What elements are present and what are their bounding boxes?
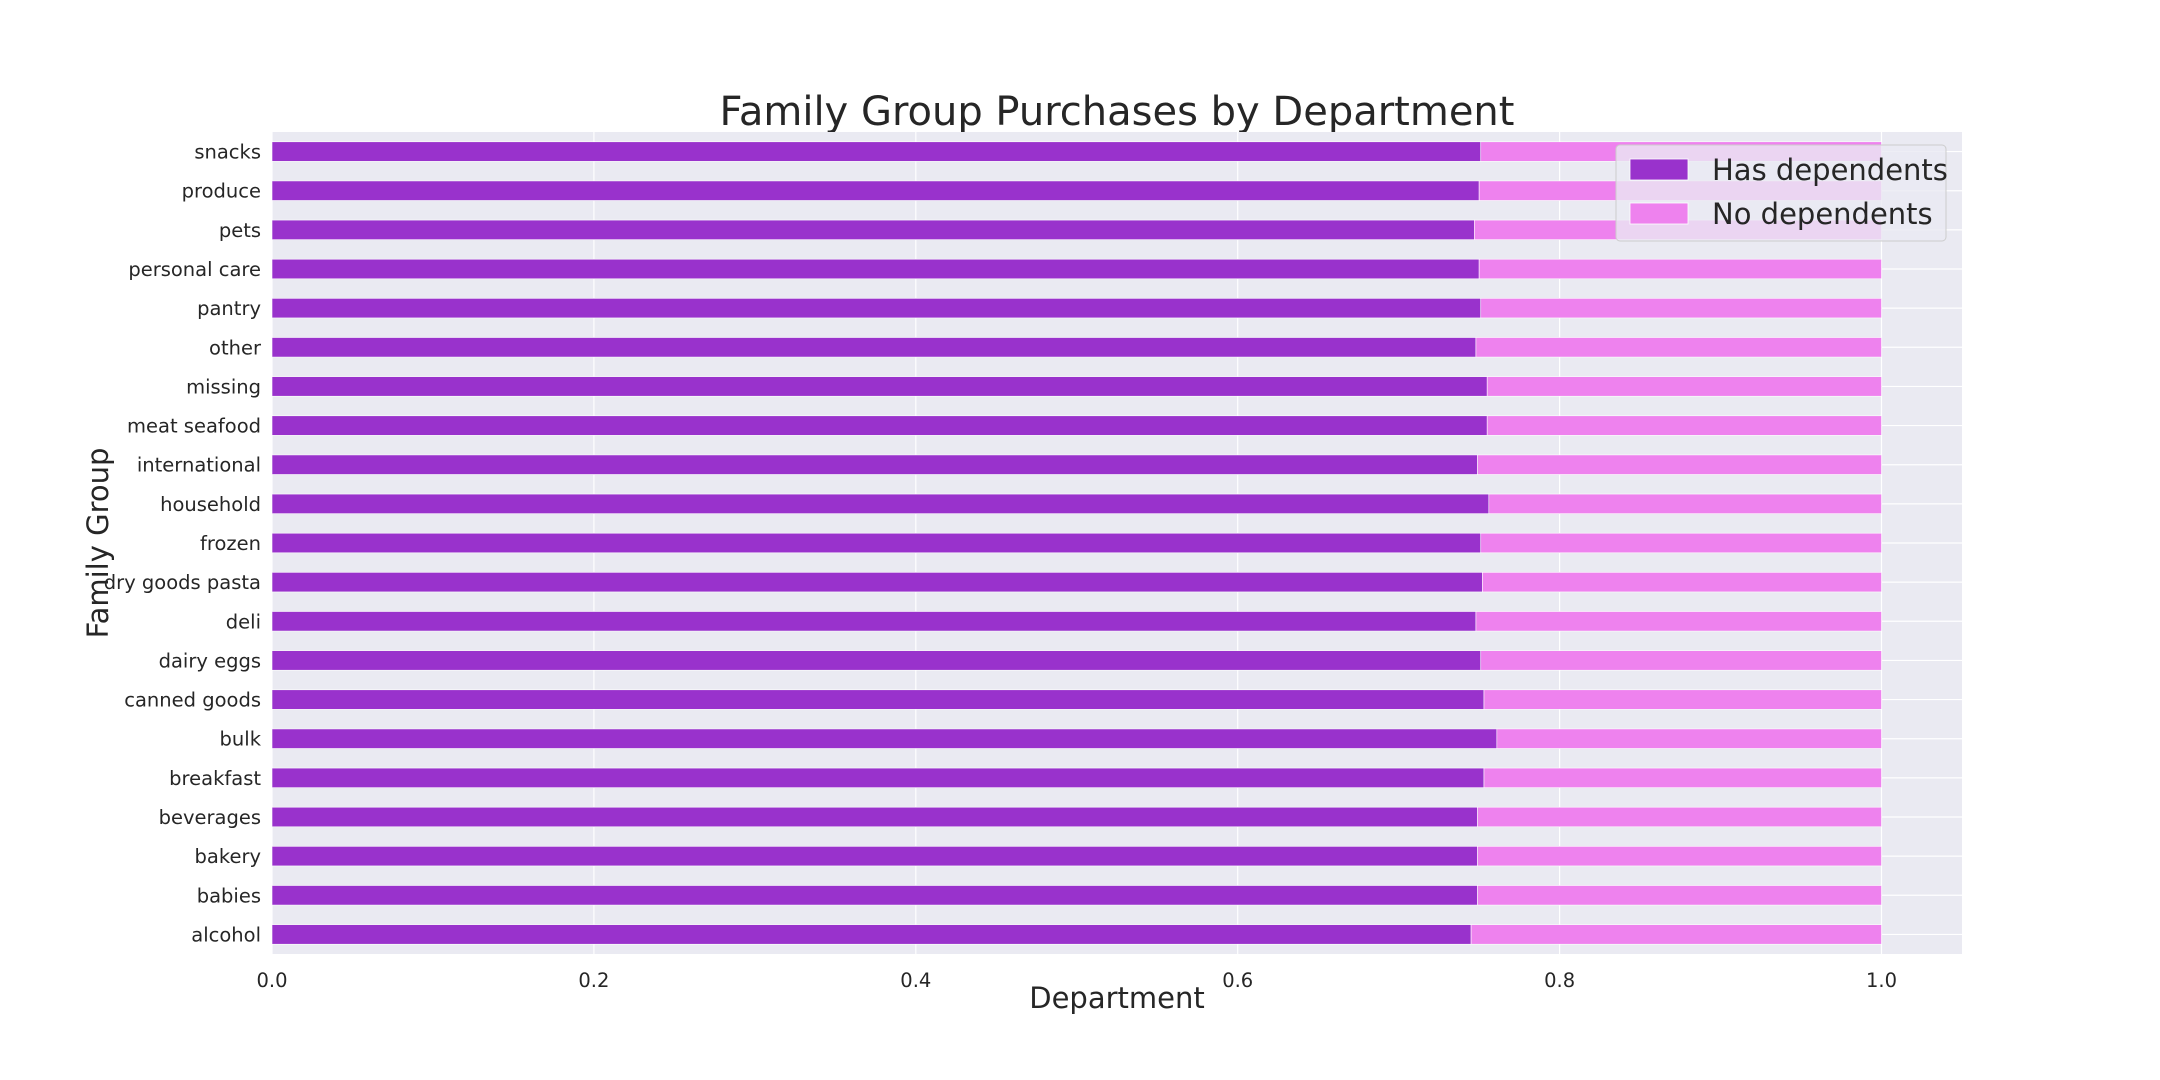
y-tick-label: babies [197, 884, 261, 907]
bar-international-has-dependents [271, 454, 1478, 475]
legend-swatch-no-dependents [1629, 202, 1689, 225]
y-tick-label: personal care [128, 258, 261, 281]
bar-personal-care-has-dependents [271, 258, 1480, 280]
y-tick-label: international [137, 454, 261, 477]
legend-label-no-dependents: No dependents [1712, 197, 1933, 231]
y-tick-label: dry goods pasta [104, 571, 261, 594]
bar-other-has-dependents [271, 337, 1477, 358]
bar-bulk-has-dependents [271, 728, 1498, 749]
bar-missing-has-dependents [271, 376, 1488, 397]
bar-alcohol-no-dependents [1470, 924, 1882, 945]
bar-frozen-has-dependents [271, 532, 1482, 554]
x-tick-label: 0.2 [578, 969, 609, 992]
y-tick-label: meat seafood [127, 415, 261, 438]
bar-babies-has-dependents [271, 885, 1478, 906]
bar-beverages-no-dependents [1477, 806, 1882, 828]
bars [271, 141, 1882, 945]
y-tick-label: other [209, 336, 262, 359]
legend: Has dependents No dependents [1615, 144, 1948, 242]
y-tick-label: produce [182, 180, 261, 203]
y-tick-label: snacks [194, 141, 261, 164]
bar-dry-goods-pasta-no-dependents [1482, 572, 1882, 593]
bar-pets-has-dependents [271, 219, 1475, 240]
legend-label-has-dependents: Has dependents [1712, 153, 1948, 187]
bar-beverages-has-dependents [271, 806, 1478, 828]
x-tick-label: 0.0 [256, 969, 287, 992]
bar-meat-seafood-no-dependents [1486, 415, 1882, 436]
bar-bakery-has-dependents [271, 846, 1478, 867]
y-tick-label: pantry [197, 297, 261, 320]
bar-dry-goods-pasta-has-dependents [271, 572, 1483, 593]
y-tick-label: deli [226, 610, 261, 633]
bar-meat-seafood-has-dependents [271, 415, 1488, 436]
x-tick-label: 0.8 [1544, 969, 1575, 992]
y-tick-label: breakfast [169, 767, 261, 790]
bar-pantry-no-dependents [1480, 298, 1882, 319]
bar-bakery-no-dependents [1477, 846, 1882, 867]
x-tick-labels: 0.0 0.2 0.4 0.6 0.8 1.0 [256, 969, 1897, 992]
bar-missing-no-dependents [1486, 376, 1882, 397]
y-tick-labels: alcohol babies bakery beverages breakfast bul… [104, 141, 262, 947]
bar-breakfast-has-dependents [271, 767, 1485, 788]
y-tick-label: alcohol [191, 923, 261, 946]
y-tick-label: dairy eggs [159, 649, 261, 672]
bar-alcohol-has-dependents [271, 924, 1472, 945]
chart-title: Family Group Purchases by Department [720, 89, 1515, 135]
bar-deli-has-dependents [271, 611, 1477, 632]
legend-box [1615, 144, 1947, 242]
y-tick-label: pets [219, 219, 261, 242]
bar-produce-has-dependents [271, 180, 1480, 201]
bar-pantry-has-dependents [271, 298, 1482, 319]
bar-breakfast-no-dependents [1483, 767, 1882, 788]
x-axis-label: Department [1029, 981, 1205, 1015]
bar-other-no-dependents [1475, 337, 1882, 358]
y-tick-label: bulk [220, 728, 262, 751]
y-tick-label: frozen [200, 532, 261, 555]
bar-snacks-has-dependents [271, 141, 1482, 162]
y-tick-label: missing [186, 375, 261, 398]
bar-dairy-eggs-has-dependents [271, 650, 1482, 671]
y-axis-label: Family Group [81, 448, 115, 639]
y-tick-label: bakery [195, 845, 261, 868]
y-tick-label: canned goods [124, 689, 261, 712]
bar-canned-goods-has-dependents [271, 689, 1485, 710]
bar-household-no-dependents [1488, 493, 1882, 514]
y-tick-label: household [160, 493, 261, 516]
y-tick-label: beverages [159, 806, 261, 829]
bar-household-has-dependents [271, 493, 1490, 514]
bar-personal-care-no-dependents [1478, 258, 1882, 280]
bar-babies-no-dependents [1477, 885, 1882, 906]
x-tick-label: 0.4 [900, 969, 931, 992]
x-tick-label: 1.0 [1866, 969, 1897, 992]
bar-deli-no-dependents [1475, 611, 1882, 632]
bar-dairy-eggs-no-dependents [1480, 650, 1882, 671]
x-tick-label: 0.6 [1222, 969, 1253, 992]
bar-bulk-no-dependents [1496, 728, 1882, 749]
legend-swatch-has-dependents [1629, 158, 1689, 181]
bar-canned-goods-no-dependents [1483, 689, 1882, 710]
bar-frozen-no-dependents [1480, 532, 1882, 554]
bar-international-no-dependents [1477, 454, 1882, 475]
